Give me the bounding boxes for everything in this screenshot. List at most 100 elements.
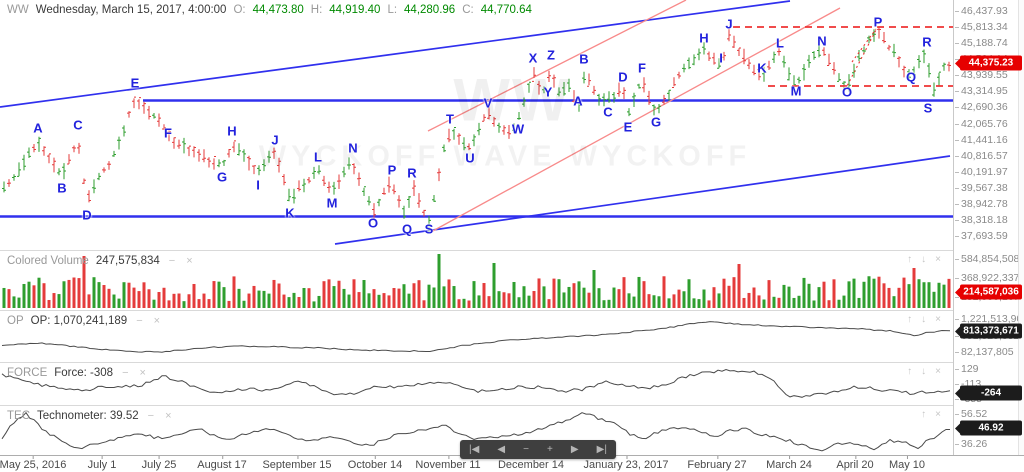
force-panel[interactable]: FORCE Force: -308 − × ↑ ↓ × bbox=[0, 362, 953, 405]
close-icon[interactable]: × bbox=[186, 255, 193, 267]
step-back-button[interactable]: ◀ bbox=[497, 443, 506, 455]
wave-letter-T: T bbox=[446, 111, 454, 127]
close-icon[interactable]: × bbox=[165, 410, 172, 422]
tec-value: Technometer: 39.52 bbox=[37, 410, 139, 422]
force-value: Force: -308 bbox=[54, 367, 114, 379]
jump-start-button[interactable]: |◀ bbox=[469, 443, 480, 455]
main-axis-label: 38,318.18 bbox=[955, 214, 1008, 226]
wave-letter-C: C bbox=[603, 104, 613, 120]
bar-datetime: Wednesday, March 15, 2017, 4:00:00 bbox=[35, 4, 227, 16]
wave-letter-M: M bbox=[790, 83, 802, 99]
op-axis-label: 1,221,513,900 bbox=[954, 313, 1024, 325]
force-svg[interactable] bbox=[0, 363, 953, 406]
main-axis-label: 42,690.36 bbox=[955, 101, 1008, 113]
move-up-icon[interactable]: ↑ bbox=[907, 366, 913, 377]
step-forward-button[interactable]: ▶ bbox=[570, 443, 579, 455]
zoom-in-button[interactable]: + bbox=[547, 443, 553, 455]
time-axis-label: December 14 bbox=[497, 456, 565, 471]
wave-letter-P: P bbox=[387, 162, 397, 178]
right-edge-strip bbox=[1018, 0, 1024, 455]
tec-header: TEC Technometer: 39.52 − × bbox=[7, 410, 174, 422]
main-axis-label: 42,065.76 bbox=[955, 118, 1008, 130]
tec-svg[interactable] bbox=[0, 406, 953, 456]
wave-letter-D: D bbox=[618, 69, 628, 85]
wave-letter-R: R bbox=[407, 165, 417, 181]
wave-letter-I: I bbox=[256, 177, 260, 193]
main-axis-label: 43,939.55 bbox=[955, 69, 1008, 81]
close-icon[interactable]: × bbox=[935, 314, 941, 325]
minimize-icon[interactable]: − bbox=[122, 367, 129, 379]
move-up-icon[interactable]: ↑ bbox=[907, 254, 913, 265]
tec-axis-label: 36.26 bbox=[954, 438, 988, 450]
volume-axis-label: 368,922,337 bbox=[954, 272, 1020, 284]
force-axis-label: 129 bbox=[955, 363, 979, 375]
move-up-icon[interactable]: ↑ bbox=[921, 409, 927, 420]
op-axis-label: 82,137,805 bbox=[955, 346, 1014, 358]
wave-letter-O: O bbox=[367, 215, 379, 231]
close-icon[interactable]: × bbox=[153, 315, 161, 327]
wave-letter-O: O bbox=[841, 84, 853, 100]
move-down-icon[interactable]: ↓ bbox=[921, 366, 927, 377]
main-chart-header: WW Wednesday, March 15, 2017, 4:00:00 O:… bbox=[7, 4, 532, 16]
tec-axis-label: 56.52 bbox=[954, 408, 988, 420]
wave-letter-Z: Z bbox=[547, 47, 555, 63]
zoom-out-button[interactable]: − bbox=[523, 443, 529, 455]
wave-letter-Q: Q bbox=[401, 221, 413, 237]
wave-letter-F: F bbox=[164, 125, 172, 141]
wave-letter-V: V bbox=[483, 95, 493, 111]
time-axis-label: November 11 bbox=[415, 456, 481, 471]
wave-letter-B: B bbox=[57, 180, 67, 196]
wave-letter-P: P bbox=[873, 14, 883, 30]
move-down-icon[interactable]: ↓ bbox=[921, 314, 927, 325]
open-value: 44,473.80 bbox=[252, 4, 304, 16]
wave-letter-A: A bbox=[573, 93, 583, 109]
time-axis-label: March 24 bbox=[766, 456, 812, 471]
wave-letter-E: E bbox=[623, 119, 633, 135]
op-value: OP: 1,070,241,189 bbox=[30, 315, 128, 327]
main-axis-label: 45,813.34 bbox=[955, 21, 1008, 33]
wave-letter-R: R bbox=[922, 34, 932, 50]
wave-letter-L: L bbox=[314, 149, 322, 165]
main-current-value-badge: 44,375.23 bbox=[955, 55, 1022, 71]
wave-letter-W: W bbox=[511, 121, 525, 137]
symbol-label: WW bbox=[7, 4, 29, 16]
time-axis-label: August 17 bbox=[197, 456, 247, 471]
time-axis-label: October 14 bbox=[347, 456, 403, 471]
op-panel-controls: ↑ ↓ × bbox=[907, 315, 941, 325]
volume-svg[interactable] bbox=[0, 251, 953, 311]
wave-letter-K: K bbox=[757, 60, 767, 76]
wave-letter-K: K bbox=[285, 205, 295, 221]
wave-letter-N: N bbox=[348, 140, 358, 156]
minimize-icon[interactable]: − bbox=[168, 255, 176, 267]
main-axis-label: 45,188.74 bbox=[955, 37, 1008, 49]
main-chart-svg[interactable] bbox=[0, 0, 953, 250]
time-axis-label: May 10 bbox=[888, 456, 926, 471]
main-axis-label: 40,816.57 bbox=[955, 150, 1008, 162]
minimize-icon[interactable]: − bbox=[147, 410, 155, 422]
watermark-ww: WW bbox=[453, 66, 571, 134]
wave-letter-U: U bbox=[465, 150, 475, 166]
op-panel[interactable]: OP OP: 1,070,241,189 − × ↑ ↓ × bbox=[0, 310, 953, 362]
wave-letter-H: H bbox=[699, 30, 709, 46]
op-svg[interactable] bbox=[0, 311, 953, 363]
force-panel-controls: ↑ ↓ × bbox=[907, 367, 941, 377]
wave-letter-Y: Y bbox=[543, 84, 553, 100]
chart-nav-toolbar[interactable]: |◀ ◀ − + ▶ ▶| bbox=[460, 440, 616, 459]
price-axis[interactable]: 46,437.9345,813.3445,188.7444,564.1443,9… bbox=[953, 0, 1024, 455]
time-axis-label: April 20 bbox=[836, 456, 874, 471]
move-down-icon[interactable]: ↓ bbox=[921, 254, 927, 265]
close-icon[interactable]: × bbox=[139, 367, 146, 379]
move-up-icon[interactable]: ↑ bbox=[907, 314, 913, 325]
close-icon[interactable]: × bbox=[935, 366, 941, 377]
force-header: FORCE Force: -308 − × bbox=[7, 367, 148, 379]
close-icon[interactable]: × bbox=[935, 409, 941, 420]
minimize-icon[interactable]: − bbox=[136, 315, 143, 327]
wave-letter-B: B bbox=[579, 51, 589, 67]
close-icon[interactable]: × bbox=[935, 254, 941, 265]
time-axis-label: February 27 bbox=[687, 456, 747, 471]
jump-end-button[interactable]: ▶| bbox=[596, 443, 607, 455]
volume-panel[interactable]: Colored Volume 247,575,834 − × ↑ ↓ × bbox=[0, 250, 953, 310]
main-axis-label: 41,441.16 bbox=[955, 134, 1008, 146]
close-value: 44,770.64 bbox=[480, 4, 532, 16]
